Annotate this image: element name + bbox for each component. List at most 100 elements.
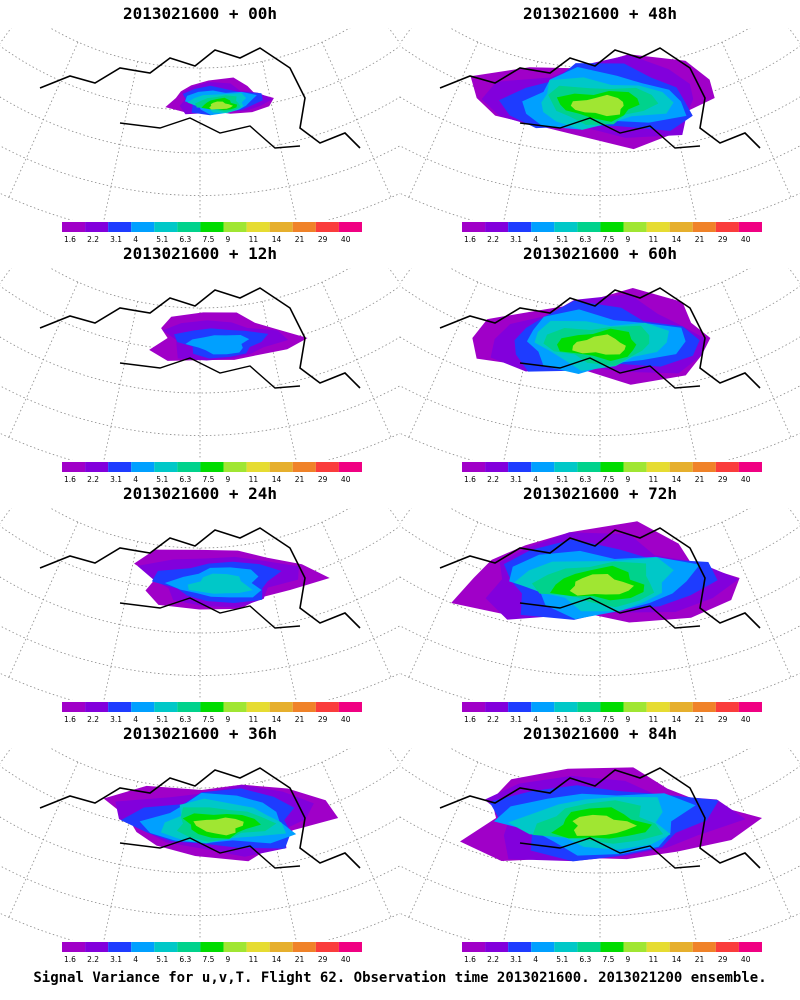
map-panel: 2013021600 + 72h 1.6 2.2 3.1 4 5.1 6.3 7.5 9 11 14… — [250, 448, 800, 724]
variance-field — [165, 77, 274, 116]
meridian-line — [376, 730, 477, 869]
variance-field — [472, 288, 711, 385]
colorbar-tick-label: 4 — [133, 715, 138, 724]
colorbar-tick-label: 11 — [249, 955, 259, 964]
colorbar: 1.6 2.2 3.1 4 5.1 6.3 7.5 9 11 14 21 29 40 — [462, 462, 762, 484]
colorbar-tick-label: 4 — [133, 475, 138, 484]
colorbar-swatch — [177, 702, 201, 712]
colorbar-tick-label: 3.1 — [110, 955, 122, 964]
colorbar-swatch — [577, 942, 601, 952]
map-svg — [0, 208, 550, 479]
polar-map — [250, 448, 800, 719]
colorbar-tick-label: 29 — [718, 955, 728, 964]
colorbar-tick-label: 5.1 — [556, 955, 568, 964]
colorbar-tick-label: 6.3 — [179, 955, 191, 964]
variance-contour — [185, 334, 250, 355]
colorbar-tick-label: 29 — [318, 475, 328, 484]
colorbar-swatch — [646, 222, 670, 232]
colorbar-swatch — [200, 942, 224, 952]
colorbar-tick-label: 4 — [133, 235, 138, 244]
variance-contour — [209, 101, 233, 110]
colorbar-swatch — [108, 222, 132, 232]
colorbar-tick-label: 3.1 — [510, 235, 522, 244]
colorbar-tick-label: 7.5 — [602, 235, 614, 244]
colorbar-swatch — [462, 702, 486, 712]
meridian-line — [8, 281, 79, 438]
meridian-line — [261, 61, 299, 228]
colorbar-tick-label: 14 — [672, 715, 682, 724]
colorbar-tick-label: 1.6 — [64, 955, 76, 964]
colorbar-tick-label: 29 — [718, 475, 728, 484]
colorbar: 1.6 2.2 3.1 4 5.1 6.3 7.5 9 11 14 21 29 40 — [462, 222, 762, 244]
colorbar-swatch — [623, 462, 647, 472]
colorbar-tick-label: 5.1 — [156, 235, 168, 244]
meridian-line — [8, 41, 79, 198]
colorbar-swatch — [338, 462, 362, 472]
colorbar-swatch — [131, 222, 155, 232]
colorbar-swatch — [108, 462, 132, 472]
colorbar-tick-label: 5.1 — [556, 475, 568, 484]
colorbar-swatch — [554, 462, 578, 472]
colorbar-swatch — [315, 222, 339, 232]
coastline — [439, 767, 761, 869]
colorbar-tick-label: 21 — [295, 955, 305, 964]
colorbar-swatch — [223, 942, 247, 952]
meridian-line — [0, 10, 24, 44]
map-svg — [250, 208, 800, 479]
colorbar-tick-label: 7.5 — [602, 475, 614, 484]
colorbar-tick-label: 3.1 — [110, 475, 122, 484]
colorbar-tick-label: 9 — [626, 955, 631, 964]
colorbar-swatch — [200, 462, 224, 472]
variance-contour — [569, 573, 635, 596]
polar-map — [0, 448, 550, 719]
colorbar-swatch — [223, 222, 247, 232]
colorbar-tick-label: 14 — [272, 475, 282, 484]
colorbar-tick-label: 40 — [341, 715, 351, 724]
meridian-line — [0, 250, 24, 284]
meridian-line — [321, 281, 392, 438]
colorbar-swatch — [669, 942, 693, 952]
map-svg — [0, 0, 550, 239]
coastline — [119, 837, 301, 869]
colorbar-swatch — [338, 942, 362, 952]
colorbar-tick-label: 4 — [533, 235, 538, 244]
variance-field — [470, 54, 715, 150]
colorbar-swatch — [669, 222, 693, 232]
colorbar-swatch — [738, 702, 762, 712]
colorbar-tick-label: 14 — [272, 235, 282, 244]
colorbar-swatch — [154, 462, 178, 472]
colorbar-tick-label: 2.2 — [87, 235, 99, 244]
colorbar-swatch — [692, 222, 716, 232]
colorbar-swatch — [292, 702, 316, 712]
colorbar-tick-label: 2.2 — [87, 475, 99, 484]
colorbar-tick-label: 11 — [249, 475, 259, 484]
colorbar-swatch — [669, 462, 693, 472]
colorbar-swatch — [154, 942, 178, 952]
colorbar: 1.6 2.2 3.1 4 5.1 6.3 7.5 9 11 14 21 29 40 — [462, 702, 762, 724]
panel-title: 2013021600 + 72h — [522, 484, 678, 503]
colorbar-swatch — [600, 462, 624, 472]
map-svg — [250, 688, 800, 959]
colorbar-swatch — [246, 942, 270, 952]
colorbar-tick-label: 9 — [226, 235, 231, 244]
colorbar-swatch — [269, 942, 293, 952]
colorbar-swatch — [154, 222, 178, 232]
colorbar-svg: 1.6 2.2 3.1 4 5.1 6.3 7.5 9 11 14 21 29 40 — [62, 222, 362, 244]
map-panel: 2013021600 + 12h 1.6 2.2 3.1 4 5.1 6.3 7.5 9 11 14… — [0, 208, 550, 484]
figure-caption: Signal Variance for u,v,T. Flight 62. Ob… — [33, 970, 767, 986]
colorbar-swatch — [646, 942, 670, 952]
colorbar-swatch — [623, 702, 647, 712]
colorbar-swatch — [85, 702, 109, 712]
colorbar-tick-label: 14 — [272, 955, 282, 964]
colorbar-swatch — [554, 222, 578, 232]
meridian-line — [0, 490, 24, 524]
colorbar-swatch — [177, 222, 201, 232]
colorbar-swatch — [692, 942, 716, 952]
colorbar-swatch — [531, 222, 555, 232]
variance-contour — [572, 814, 638, 836]
colorbar-tick-label: 7.5 — [202, 235, 214, 244]
colorbar-tick-label: 21 — [695, 235, 705, 244]
colorbar-tick-label: 29 — [318, 955, 328, 964]
variance-contour — [570, 94, 624, 117]
colorbar-svg: 1.6 2.2 3.1 4 5.1 6.3 7.5 9 11 14 21 29 40 — [462, 702, 762, 724]
